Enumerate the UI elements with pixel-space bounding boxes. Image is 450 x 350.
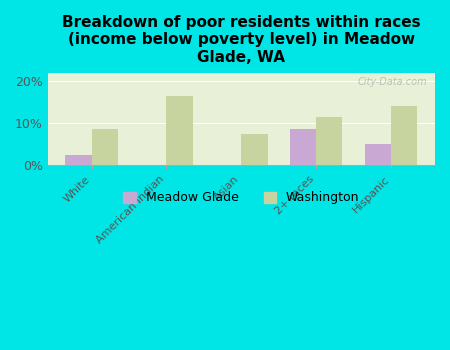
Bar <box>166 96 193 165</box>
Text: City-Data.com: City-Data.com <box>358 77 427 86</box>
Bar <box>391 106 418 165</box>
Bar <box>241 134 268 165</box>
Bar <box>65 155 91 165</box>
Bar <box>316 117 342 165</box>
Bar <box>365 144 391 165</box>
Bar <box>290 130 316 165</box>
Bar <box>91 130 118 165</box>
Title: Breakdown of poor residents within races
(income below poverty level) in Meadow
: Breakdown of poor residents within races… <box>62 15 421 65</box>
Legend: Meadow Glade, Washington: Meadow Glade, Washington <box>118 187 364 209</box>
